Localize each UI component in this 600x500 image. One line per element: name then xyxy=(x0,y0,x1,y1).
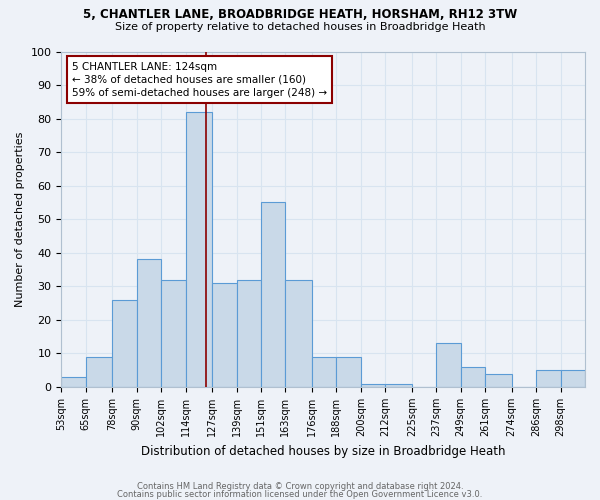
Bar xyxy=(461,367,485,387)
Bar xyxy=(436,344,461,387)
Text: Contains HM Land Registry data © Crown copyright and database right 2024.: Contains HM Land Registry data © Crown c… xyxy=(137,482,463,491)
Bar xyxy=(86,357,112,387)
Bar xyxy=(112,300,137,387)
Bar xyxy=(361,384,385,387)
Bar xyxy=(536,370,560,387)
Text: 5, CHANTLER LANE, BROADBRIDGE HEATH, HORSHAM, RH12 3TW: 5, CHANTLER LANE, BROADBRIDGE HEATH, HOR… xyxy=(83,8,517,20)
Y-axis label: Number of detached properties: Number of detached properties xyxy=(15,132,25,307)
Bar xyxy=(286,280,312,387)
Bar xyxy=(212,283,236,387)
Bar xyxy=(312,357,337,387)
X-axis label: Distribution of detached houses by size in Broadbridge Heath: Distribution of detached houses by size … xyxy=(141,444,505,458)
Bar xyxy=(560,370,585,387)
Bar xyxy=(261,202,286,387)
Bar xyxy=(236,280,261,387)
Text: 5 CHANTLER LANE: 124sqm
← 38% of detached houses are smaller (160)
59% of semi-d: 5 CHANTLER LANE: 124sqm ← 38% of detache… xyxy=(72,62,327,98)
Bar xyxy=(185,112,212,387)
Bar xyxy=(137,260,161,387)
Bar xyxy=(161,280,185,387)
Text: Contains public sector information licensed under the Open Government Licence v3: Contains public sector information licen… xyxy=(118,490,482,499)
Bar xyxy=(385,384,412,387)
Text: Size of property relative to detached houses in Broadbridge Heath: Size of property relative to detached ho… xyxy=(115,22,485,32)
Bar xyxy=(337,357,361,387)
Bar xyxy=(485,374,512,387)
Bar xyxy=(61,377,86,387)
